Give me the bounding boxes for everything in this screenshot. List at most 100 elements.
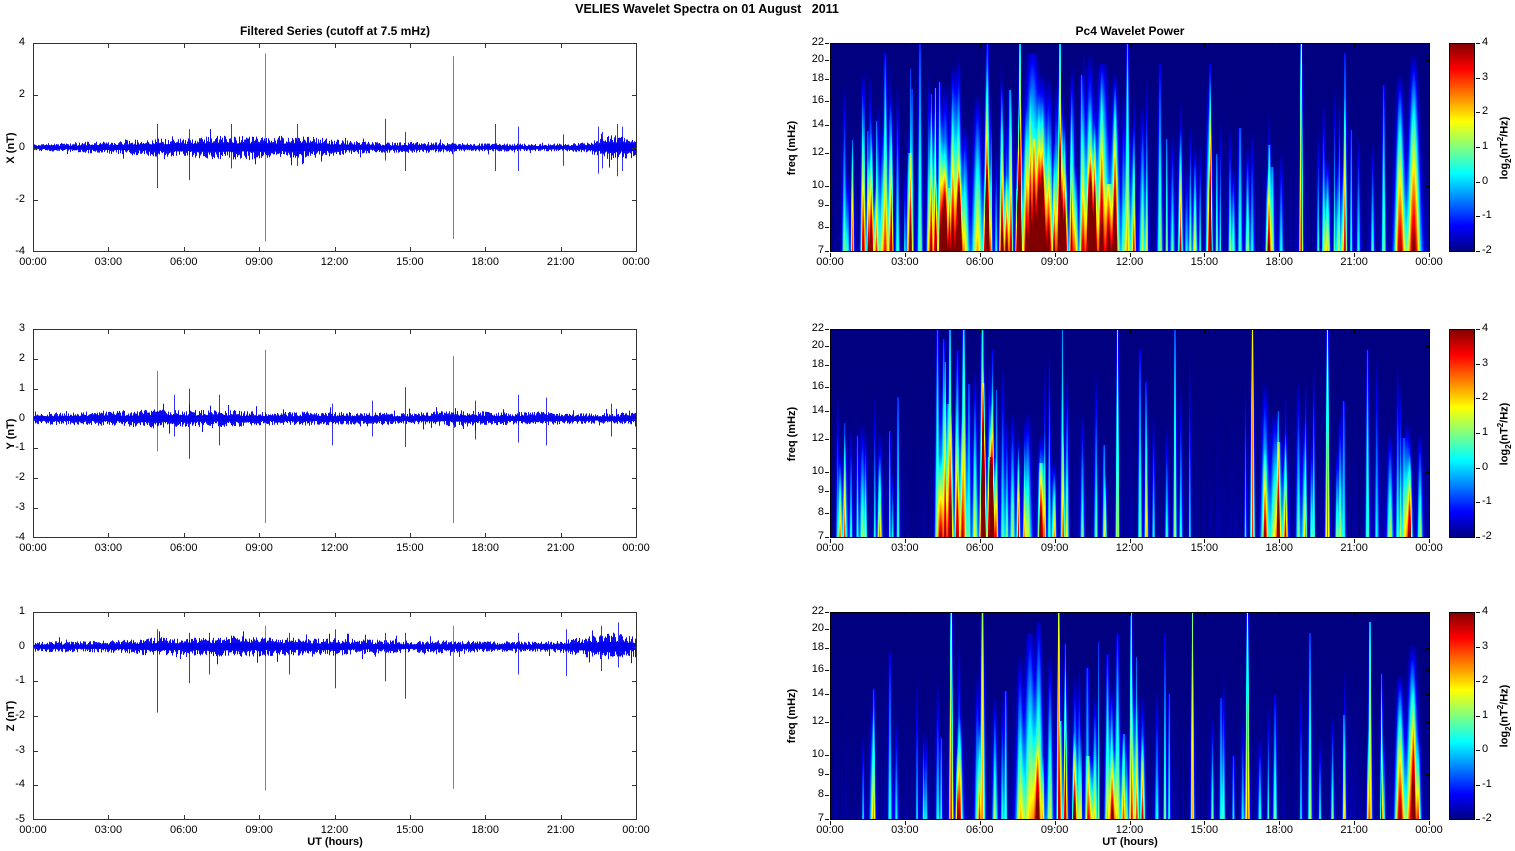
freq-tick-mark [825, 491, 829, 492]
time-tick-mark [905, 253, 906, 257]
freq-tick-mark [825, 329, 829, 330]
x-tick-label: 00:00 [19, 256, 47, 268]
x-tick-label: 12:00 [320, 824, 349, 836]
colorbar-tick-label: -1 [1482, 209, 1492, 222]
x-tick-label: 21:00 [1340, 542, 1368, 554]
freq-tick-label: 22 [811, 605, 824, 617]
freq-tick-label: 7 [817, 812, 824, 824]
x-tick-label: 09:00 [245, 542, 273, 554]
freq-tick-mark [825, 513, 829, 514]
freq-tick-label: 22 [811, 322, 824, 334]
y-tick-label: 3 [18, 322, 25, 334]
freq-tick-mark [825, 43, 829, 44]
colorbar-tick-label: -2 [1482, 530, 1492, 542]
time-tick-mark [1429, 821, 1430, 825]
time-tick-mark [1130, 539, 1131, 543]
x-tick-label: 12:00 [1115, 824, 1144, 836]
colorbar-label-sub: 2 [1503, 157, 1513, 163]
time-tick-mark [1130, 253, 1131, 257]
time-tick-mark [1204, 539, 1205, 543]
x-tick-label: 18:00 [1265, 542, 1294, 554]
freq-tick-mark [825, 153, 829, 154]
freq-tick-mark [825, 755, 829, 756]
y-tick-label: -2 [15, 192, 25, 205]
colorbar-tick-mark [1476, 329, 1480, 330]
freq-tick-mark [825, 60, 829, 61]
freq-tick-label: 12 [811, 146, 824, 159]
y-tick-label: -4 [15, 531, 25, 543]
timeseries-z-plot [33, 612, 637, 820]
x-tick-label: 03:00 [891, 256, 919, 268]
freq-tick-mark [825, 411, 829, 412]
time-tick-mark [905, 539, 906, 543]
colorbar-tick-mark [1476, 216, 1480, 217]
freq-tick-label: 18 [811, 641, 824, 654]
x-tick-label: 09:00 [1040, 542, 1069, 554]
x-tick-label: 06:00 [965, 824, 994, 836]
x-tick-label: 00:00 [1415, 542, 1443, 554]
left-column-title: Filtered Series (cutoff at 7.5 mHz) [239, 24, 431, 38]
x-tick-label: 21:00 [546, 256, 575, 268]
y-tick-label: -4 [15, 245, 25, 257]
colorbar-tick-label: 3 [1482, 356, 1489, 369]
y-tick-label: -1 [15, 441, 25, 454]
colorbar-tick-label: -1 [1482, 495, 1492, 508]
colorbar-tick-label: 2 [1482, 391, 1489, 404]
ylabel-freq-x: freq (mHz) [786, 120, 798, 175]
colorbar-label-text: /Hz) [1498, 116, 1511, 137]
colorbar-label-sub: 2 [1503, 443, 1513, 449]
y-tick-label: 0 [18, 639, 25, 652]
freq-tick-label: 10 [811, 465, 824, 478]
y-tick-label: 4 [18, 36, 25, 48]
y-tick-label: 1 [18, 381, 25, 394]
freq-tick-label: 8 [817, 219, 824, 232]
x-tick-label: 09:00 [245, 824, 273, 836]
freq-tick-label: 16 [811, 662, 824, 675]
freq-tick-mark [825, 439, 829, 440]
colorbar-tick-label: -2 [1482, 812, 1492, 824]
x-tick-label: 06:00 [965, 256, 994, 268]
xlabel-left-ut-hours: UT (hours) [307, 836, 363, 848]
timeseries-x-plot [33, 43, 637, 252]
colorbar-tick-mark [1476, 398, 1480, 399]
time-tick-mark [1354, 539, 1355, 543]
freq-tick-label: 9 [817, 484, 824, 497]
y-tick-label: -3 [15, 743, 25, 756]
time-tick-mark [905, 821, 906, 825]
freq-tick-label: 10 [811, 747, 824, 760]
x-tick-label: 03:00 [94, 542, 123, 554]
freq-tick-mark [825, 670, 829, 671]
freq-tick-mark [825, 795, 829, 796]
y-tick-label: -3 [15, 501, 25, 514]
right-column-title: Pc4 Wavelet Power [1075, 24, 1185, 38]
freq-tick-mark [825, 186, 829, 187]
x-tick-label: 00:00 [622, 256, 650, 268]
time-tick-mark [980, 821, 981, 825]
colorbar-tick-label: 2 [1482, 674, 1489, 686]
freq-tick-label: 8 [817, 505, 824, 518]
time-tick-mark [1055, 539, 1056, 543]
freq-tick-label: 18 [811, 72, 824, 85]
colorbar-tick-label: 4 [1482, 322, 1489, 334]
colorbar-tick-label: -2 [1482, 244, 1492, 256]
freq-tick-mark [825, 629, 829, 630]
freq-tick-mark [825, 648, 829, 649]
freq-tick-mark [825, 101, 829, 102]
x-tick-label: 12:00 [1115, 542, 1144, 554]
colorbar-tick-label: 0 [1482, 743, 1489, 755]
time-tick-mark [1429, 539, 1430, 543]
freq-tick-label: 16 [811, 93, 824, 106]
freq-tick-mark [825, 79, 829, 80]
time-tick-mark [830, 253, 831, 257]
y-tick-label: 0 [18, 140, 25, 153]
time-tick-mark [1279, 821, 1280, 825]
x-tick-label: 15:00 [1190, 256, 1219, 268]
freq-tick-label: 7 [817, 530, 824, 542]
time-tick-mark [980, 253, 981, 257]
time-tick-mark [1204, 253, 1205, 257]
x-tick-label: 06:00 [965, 542, 994, 554]
x-tick-label: 06:00 [169, 824, 198, 836]
colorbar-tick-mark [1476, 819, 1480, 820]
y-tick-label: 0 [18, 411, 25, 424]
colorbar-tick-label: 1 [1482, 426, 1489, 438]
